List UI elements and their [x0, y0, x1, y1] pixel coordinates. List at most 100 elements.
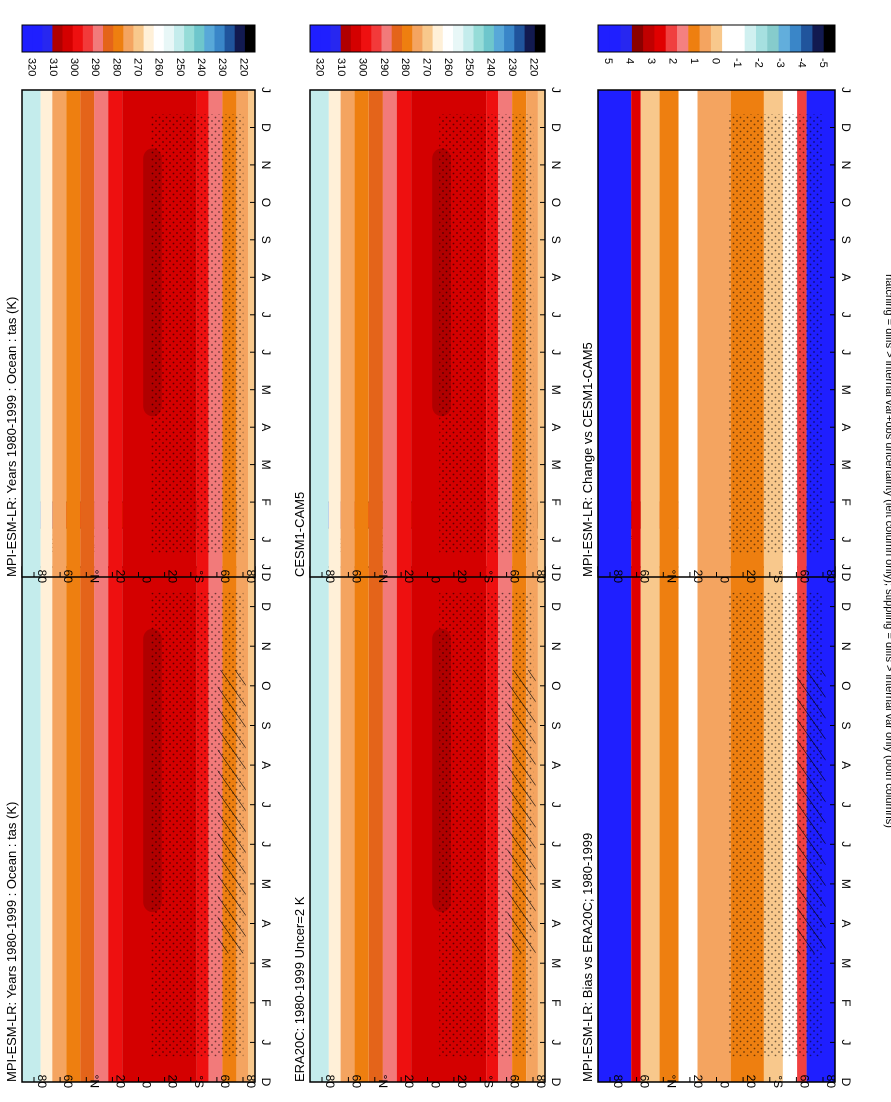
month-tick-label: S [839, 236, 853, 244]
colorbar-swatch [483, 25, 495, 52]
contour-band [52, 567, 67, 1082]
latitude-tick-label: 80 [323, 1075, 337, 1089]
hatching-overlay [507, 670, 536, 954]
contour-band [354, 90, 369, 577]
colorbar-reference-right: 320 310 300 290 280 270 260 250 240 230 220 [309, 24, 546, 76]
month-tick-label: M [549, 879, 563, 889]
colorbar-label: 290 [89, 58, 101, 76]
colorbar-label: 3 [645, 58, 657, 64]
month-tick-label: J [549, 1039, 563, 1045]
colorbar-swatch [677, 25, 689, 52]
latitude-tick-label: 80 [244, 570, 258, 584]
colorbar-swatch [42, 25, 53, 52]
colorbar-swatch [767, 25, 780, 52]
month-tick-label: J [839, 841, 853, 847]
contour-band [538, 567, 546, 1082]
colorbar-label: 240 [485, 58, 497, 76]
colorbar-swatch [699, 25, 712, 52]
month-tick-label: S [549, 721, 563, 729]
panel-bias-left: 80 60 °N 20 0 20 °S 60 80 DJFMAMJJASONDJMPI-ESM-L… [580, 564, 853, 1088]
colorbar-label: 230 [216, 58, 228, 76]
stippling-overlay [150, 114, 244, 553]
colorbar-swatch [350, 25, 362, 52]
latitude-tick-label: 80 [244, 1075, 258, 1089]
colorbar-label: 220 [527, 58, 539, 76]
latitude-tick-label: °N [376, 570, 390, 583]
contour-band [659, 567, 679, 1082]
colorbar-swatch [32, 25, 43, 52]
colorbar-swatch [643, 25, 655, 52]
colorbar-model-right: 320 310 300 290 280 270 260 250 240 230 220 [21, 24, 256, 76]
colorbar-swatch [620, 25, 633, 52]
month-tick-label: M [549, 460, 563, 470]
latitude-tick-label: 20 [402, 1075, 416, 1089]
colorbar-swatch [710, 25, 723, 52]
contour-band [640, 567, 660, 1082]
contour-band [310, 567, 329, 1082]
colorbar-label: -4 [796, 58, 808, 68]
month-tick-label: N [259, 161, 273, 170]
colorbar-swatch [432, 25, 444, 52]
colorbar-swatch [812, 25, 825, 52]
latitude-tick-label: 20 [455, 1075, 469, 1089]
colorbar-swatch [631, 25, 644, 52]
month-tick-label: N [549, 642, 563, 651]
colorbar-swatch [381, 25, 393, 52]
colorbar-swatch [442, 25, 454, 52]
colorbar-swatch [609, 25, 622, 52]
hatching-overlay [797, 670, 826, 954]
panel-model-left: 80 60 °N 20 0 20 °S 60 80 DJFMAMJJASONDJMPI-ESM-L… [4, 564, 273, 1088]
month-tick-label: J [259, 1039, 273, 1045]
latitude-tick-label: 80 [611, 570, 625, 584]
month-tick-label: M [259, 879, 273, 889]
colorbar-swatch [82, 25, 94, 52]
month-tick-label: A [549, 273, 563, 281]
stippling-overlay [728, 114, 824, 553]
colorbar-swatch [310, 25, 321, 52]
colorbar-swatch [744, 25, 757, 52]
latitude-tick-label: °S [481, 1075, 495, 1088]
contour-band [248, 90, 255, 577]
month-tick-label: J [549, 564, 563, 570]
colorbar-swatch [194, 25, 205, 52]
colorbar-label: 2 [666, 58, 678, 64]
colorbar-label: 4 [623, 58, 635, 64]
colorbar-swatch [361, 25, 372, 52]
colorbar-swatch [214, 25, 226, 52]
contour-band [368, 90, 383, 577]
colorbar-label: 5 [602, 58, 614, 64]
panel-title: MPI-ESM-LR: Years 1980-1999 : Ocean : ta… [4, 297, 19, 577]
latitude-tick-label: 20 [113, 570, 127, 584]
month-tick-label: N [259, 642, 273, 651]
colorbar-frame [21, 24, 256, 53]
colorbar-swatch [534, 25, 546, 52]
month-tick-label: D [839, 1078, 853, 1087]
colorbar-swatch [504, 25, 515, 52]
colorbar-swatch [133, 25, 144, 52]
month-tick-label: J [549, 802, 563, 808]
latitude-tick-label: 80 [35, 570, 49, 584]
contour-band [340, 90, 355, 577]
colorbar-swatch [320, 25, 331, 52]
month-tick-label: J [259, 349, 273, 355]
month-tick-label: A [839, 273, 853, 281]
latitude-tick-label: °S [192, 1075, 206, 1088]
month-tick-label: N [839, 161, 853, 170]
month-tick-label: J [839, 802, 853, 808]
latitude-tick-label: 80 [824, 1075, 838, 1089]
colorbar-swatch [204, 25, 215, 52]
month-tick-label: O [839, 681, 853, 690]
latitude-tick-label: 60 [218, 1075, 232, 1089]
month-tick-label: A [839, 919, 853, 927]
month-tick-label: J [549, 349, 563, 355]
colorbar-label: 300 [356, 58, 368, 76]
contour-band [697, 567, 731, 1082]
colorbar-label: -1 [731, 58, 743, 68]
latitude-tick-label: 60 [61, 1075, 75, 1089]
month-tick-label: J [839, 87, 853, 93]
colorbar-swatch [244, 25, 256, 52]
month-tick-label: D [259, 602, 273, 611]
latitude-tick-label: 20 [166, 570, 180, 584]
latitude-tick-label: 60 [638, 570, 652, 584]
latitude-tick-label: 20 [166, 1075, 180, 1089]
